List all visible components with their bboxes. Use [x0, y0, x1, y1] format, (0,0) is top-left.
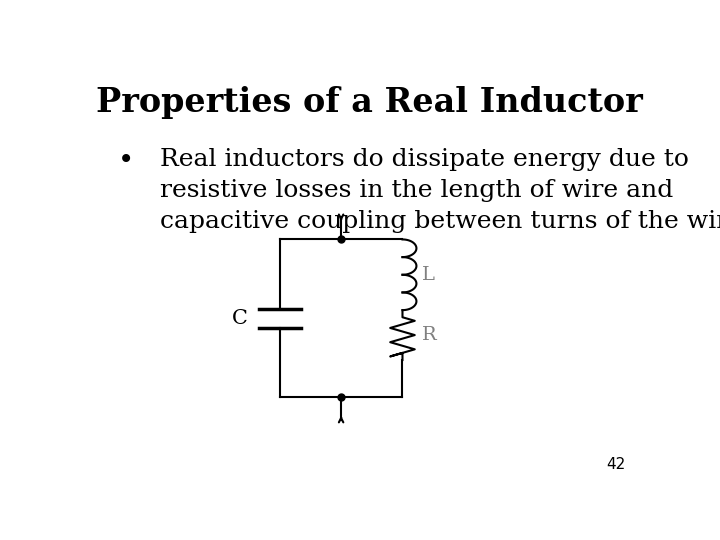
Text: R: R [422, 326, 437, 344]
Text: C: C [232, 309, 248, 328]
Text: resistive losses in the length of wire and: resistive losses in the length of wire a… [160, 179, 673, 202]
Text: Real inductors do dissipate energy due to: Real inductors do dissipate energy due t… [160, 148, 688, 171]
Text: Properties of a Real Inductor: Properties of a Real Inductor [96, 85, 642, 119]
Text: 42: 42 [606, 457, 626, 472]
Text: •: • [118, 148, 134, 175]
Text: capacitive coupling between turns of the wire.: capacitive coupling between turns of the… [160, 210, 720, 233]
Text: L: L [422, 266, 435, 284]
